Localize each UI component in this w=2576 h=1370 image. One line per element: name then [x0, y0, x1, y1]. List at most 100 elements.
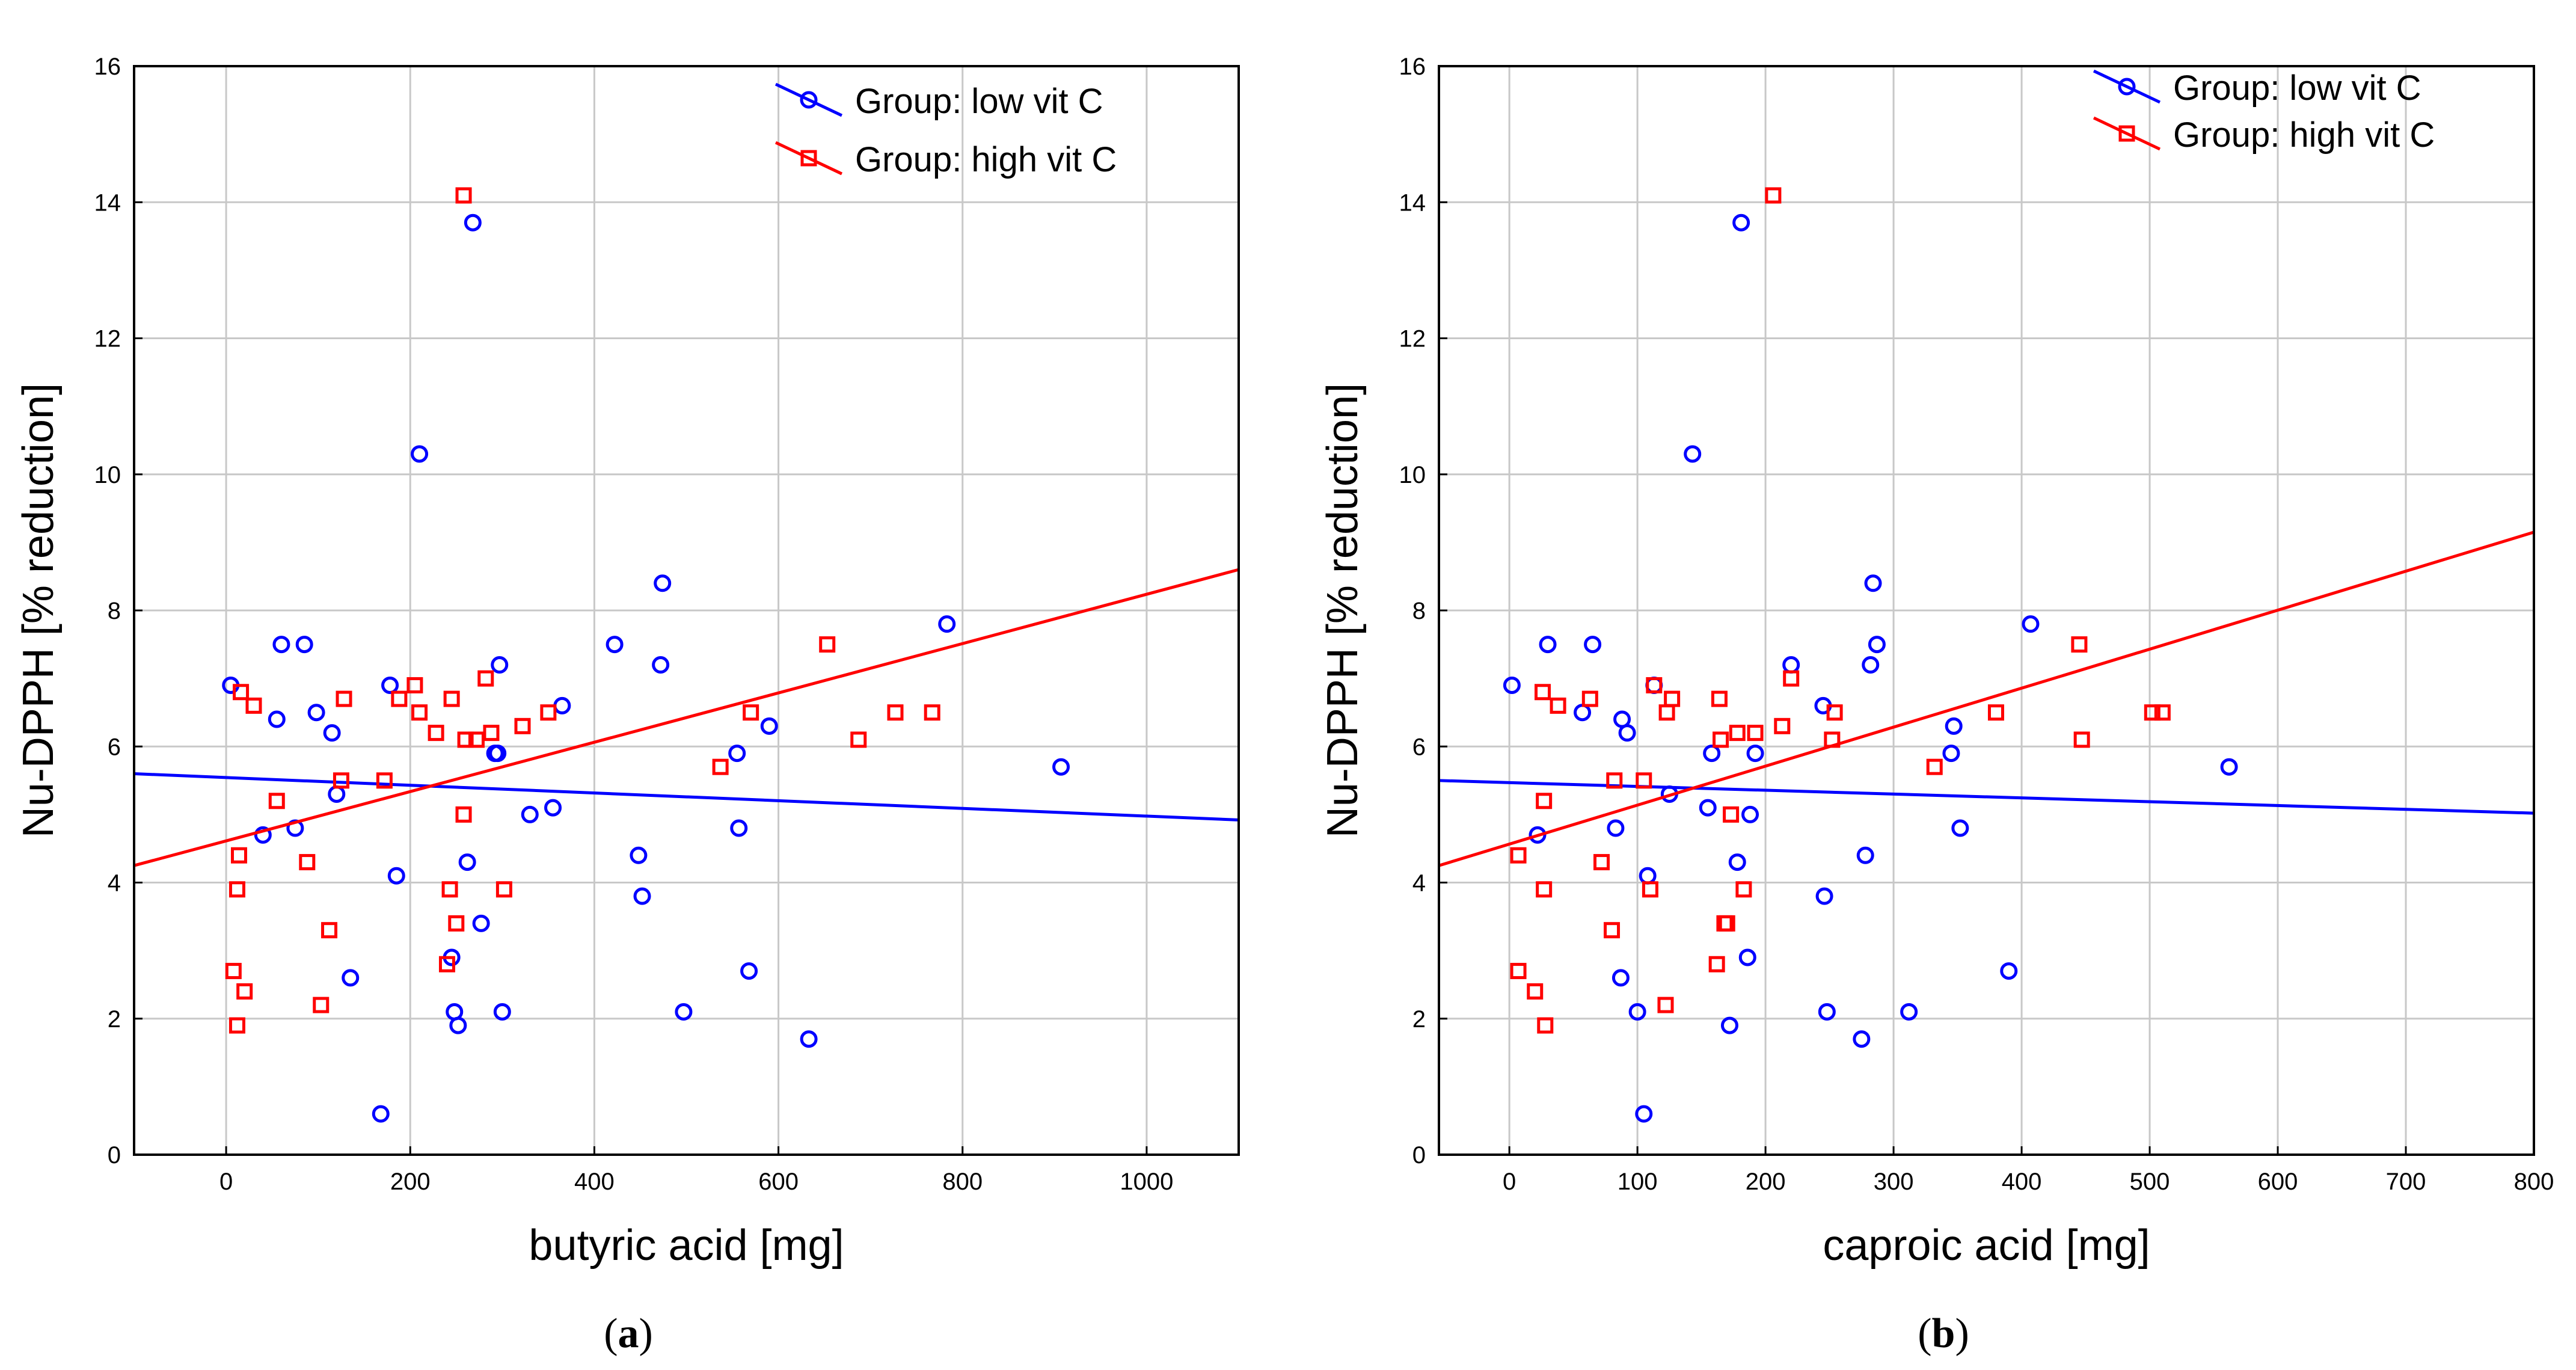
y-tick-label: 0: [108, 1142, 121, 1169]
data-point-high: [1606, 772, 1623, 789]
data-point-low: [1503, 676, 1521, 694]
x-axis-label: butyric acid [mg]: [529, 1221, 844, 1270]
data-point-low: [1868, 636, 1886, 654]
data-point-high: [336, 690, 352, 707]
data-point-high: [1550, 697, 1566, 714]
data-point-high: [1535, 684, 1551, 701]
data-point-low: [633, 887, 651, 905]
x-tick-label: 600: [758, 1169, 799, 1195]
data-point-high: [1711, 690, 1728, 707]
y-axis-label: Nu-DPPH [% reduction]: [1319, 383, 1367, 838]
data-point-low: [1720, 1016, 1738, 1034]
legend: Group: low vit C Group: high vit C: [774, 82, 1117, 179]
data-point-low: [606, 636, 624, 654]
data-point-high: [1536, 793, 1553, 809]
y-tick-label: 10: [1399, 462, 1426, 488]
data-point-low: [1862, 656, 1880, 674]
data-point-high: [236, 983, 253, 1000]
data-point-low: [489, 745, 507, 763]
data-point-high: [457, 731, 474, 748]
data-point-high: [887, 704, 904, 721]
data-point-high: [1987, 704, 2004, 721]
data-point-low: [328, 785, 346, 803]
data-point-low: [1703, 745, 1721, 763]
legend-label-low: Group: low vit C: [855, 82, 1103, 121]
data-point-high: [376, 772, 393, 789]
data-point-low: [1635, 1105, 1653, 1123]
data-point-high: [228, 1017, 245, 1034]
legend-line-low: [2093, 69, 2161, 104]
legend-line-high: [774, 141, 843, 176]
data-point-high: [1826, 704, 1843, 721]
data-point-low: [1900, 1003, 1918, 1021]
data-point-high: [1593, 854, 1610, 871]
data-point-low: [1639, 867, 1657, 885]
data-point-low: [387, 867, 405, 885]
data-point-high: [411, 704, 428, 721]
data-point-high: [1510, 963, 1527, 980]
data-point-low: [1741, 805, 1759, 823]
data-point-low: [760, 717, 778, 735]
data-point-high: [1604, 922, 1621, 939]
data-point-low: [272, 636, 290, 654]
data-point-high: [1723, 806, 1740, 823]
data-point-high: [540, 704, 557, 721]
data-point-low: [1728, 853, 1746, 871]
legend-label-high: Group: high vit C: [855, 140, 1117, 179]
data-point-low: [268, 710, 286, 728]
y-tick-label: 10: [94, 462, 121, 488]
data-point-high: [448, 915, 465, 932]
fit-line-low: [1438, 779, 2535, 815]
y-axis-label: Nu-DPPH [% reduction]: [14, 383, 63, 838]
data-point-high: [819, 636, 836, 653]
series-low: [1438, 213, 2535, 1123]
x-tick-label: 400: [2002, 1169, 2042, 1195]
y-tick-label: 16: [94, 54, 121, 80]
data-point-high: [477, 670, 494, 687]
data-point-high: [1510, 847, 1527, 864]
panel-a: 0 200 400 600 800 1000 0 2 4 6 8 10 12 14 16 Group: low…: [14, 54, 1240, 1357]
x-tick-label: 200: [1746, 1169, 1786, 1195]
x-tick-label: 300: [1874, 1169, 1914, 1195]
data-point-high: [1719, 915, 1735, 932]
legend-marker-low: [800, 91, 818, 109]
data-point-low: [553, 696, 571, 714]
data-point-high: [406, 677, 423, 693]
data-point-high: [1824, 731, 1841, 748]
series-high: [133, 187, 1239, 1034]
data-point-low: [1818, 1003, 1836, 1021]
data-point-low: [800, 1030, 818, 1048]
data-point-low: [342, 969, 360, 987]
data-point-high: [1658, 704, 1675, 721]
data-point-high: [231, 847, 248, 864]
data-point-low: [728, 745, 746, 763]
data-point-high: [2071, 636, 2088, 653]
data-point-low: [1746, 745, 1764, 763]
data-point-high: [268, 793, 285, 809]
data-point-high: [2144, 704, 2160, 721]
y-tick-label: 8: [108, 598, 121, 624]
data-point-high: [455, 187, 472, 204]
y-tick-label: 6: [1412, 734, 1426, 760]
data-point-high: [850, 731, 867, 748]
x-tick-label: 0: [1503, 1169, 1516, 1195]
data-point-low: [1052, 758, 1070, 776]
legend-marker-low: [2118, 78, 2136, 96]
fit-line-low: [133, 772, 1239, 822]
data-point-low: [1607, 819, 1625, 837]
y-tick-label: 12: [94, 326, 121, 352]
legend-marker-high: [800, 150, 817, 167]
data-point-low: [740, 962, 758, 980]
data-point-low: [1618, 724, 1636, 742]
y-tick-label: 2: [108, 1006, 121, 1033]
data-point-high: [743, 704, 759, 721]
panel-caption: (b): [1918, 1310, 1969, 1357]
data-point-low: [493, 1003, 511, 1021]
data-point-low: [654, 574, 672, 592]
data-point-high: [1664, 690, 1681, 707]
data-point-high: [2154, 704, 2171, 721]
data-point-high: [712, 758, 729, 775]
x-tick-label: 800: [2514, 1169, 2554, 1195]
data-point-high: [1747, 725, 1764, 742]
